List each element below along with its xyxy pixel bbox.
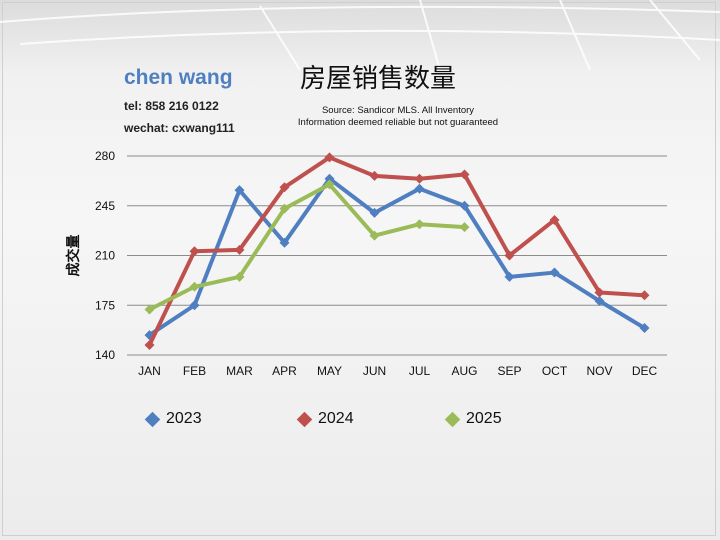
- y-tick-label: 140: [95, 348, 115, 362]
- data-point-marker: [369, 230, 380, 241]
- data-point-marker: [369, 207, 380, 218]
- data-point-marker: [324, 179, 335, 190]
- legend-item: 2024: [296, 410, 354, 428]
- data-point-marker: [144, 340, 155, 351]
- x-tick-label: APR: [272, 364, 297, 378]
- series-line-2025: [147, 182, 467, 312]
- data-point-marker: [234, 244, 245, 255]
- legend-marker-icon: [144, 411, 161, 427]
- data-point-marker: [459, 222, 470, 233]
- data-point-marker: [234, 185, 245, 196]
- line-chart: 140 175 210 245 280 JAN FEB MAR APR MAY JUN JUL AUG S…: [65, 149, 667, 378]
- data-point-marker: [459, 169, 470, 180]
- y-tick-label: 175: [95, 298, 115, 312]
- data-point-marker: [324, 173, 335, 184]
- data-point-marker: [279, 182, 290, 193]
- chart-title: 房屋销售数量: [300, 64, 457, 94]
- legend-item: 2023: [144, 410, 202, 428]
- data-point-marker: [414, 173, 425, 184]
- x-tick-label: OCT: [542, 364, 568, 378]
- x-tick-label: SEP: [497, 364, 521, 378]
- x-tick-label: MAY: [317, 364, 342, 378]
- x-tick-label: FEB: [183, 364, 206, 378]
- x-tick-label: JAN: [138, 364, 161, 378]
- series-line-2024: [147, 155, 647, 348]
- data-point-marker: [279, 237, 290, 248]
- legend-item: 2025: [444, 410, 502, 428]
- author-wechat: wechat: cxwang111: [124, 121, 235, 135]
- x-tick-label: AUG: [451, 364, 477, 378]
- x-tick-label: JUL: [409, 364, 431, 378]
- data-point-marker: [414, 219, 425, 230]
- chart-legend: 2023 2024 2025: [0, 410, 720, 434]
- y-tick-label: 245: [95, 199, 115, 213]
- source-note: Source: Sandicor MLS. All Inventory Info…: [258, 105, 538, 129]
- legend-marker-icon: [296, 411, 313, 427]
- x-tick-label: MAR: [226, 364, 253, 378]
- data-point-marker: [369, 170, 380, 181]
- y-tick-label: 210: [95, 249, 115, 263]
- data-point-marker: [504, 271, 515, 282]
- author-phone: tel: 858 216 0122: [124, 99, 219, 113]
- header-decoration: [0, 0, 720, 70]
- data-point-marker: [234, 271, 245, 282]
- data-point-marker: [549, 267, 560, 278]
- legend-label: 2024: [318, 410, 354, 427]
- x-tick-label: DEC: [632, 364, 658, 378]
- source-line: Source: Sandicor MLS. All Inventory: [321, 105, 475, 116]
- data-point-marker: [189, 281, 200, 292]
- legend-label: 2023: [166, 410, 202, 427]
- y-tick-label: 280: [95, 149, 115, 163]
- data-point-marker: [639, 322, 650, 333]
- series-line-2023: [147, 176, 647, 338]
- data-point-marker: [504, 250, 515, 261]
- data-point-marker: [414, 183, 425, 194]
- data-point-marker: [189, 246, 200, 257]
- x-tick-label: JUN: [363, 364, 386, 378]
- data-point-marker: [594, 295, 605, 306]
- data-point-marker: [594, 287, 605, 298]
- data-point-marker: [549, 214, 560, 225]
- data-point-marker: [324, 152, 335, 163]
- data-point-marker: [189, 300, 200, 311]
- disclaimer-line: Information deemed reliable but not guar…: [297, 117, 499, 128]
- y-axis-label: 成交量: [65, 235, 82, 277]
- data-point-marker: [144, 304, 155, 315]
- legend-label: 2025: [466, 410, 502, 427]
- x-tick-label: NOV: [586, 364, 612, 378]
- data-point-marker: [459, 200, 470, 211]
- author-name: chen wang: [124, 66, 233, 89]
- data-point-marker: [279, 203, 290, 214]
- legend-marker-icon: [444, 411, 461, 427]
- data-point-marker: [639, 290, 650, 301]
